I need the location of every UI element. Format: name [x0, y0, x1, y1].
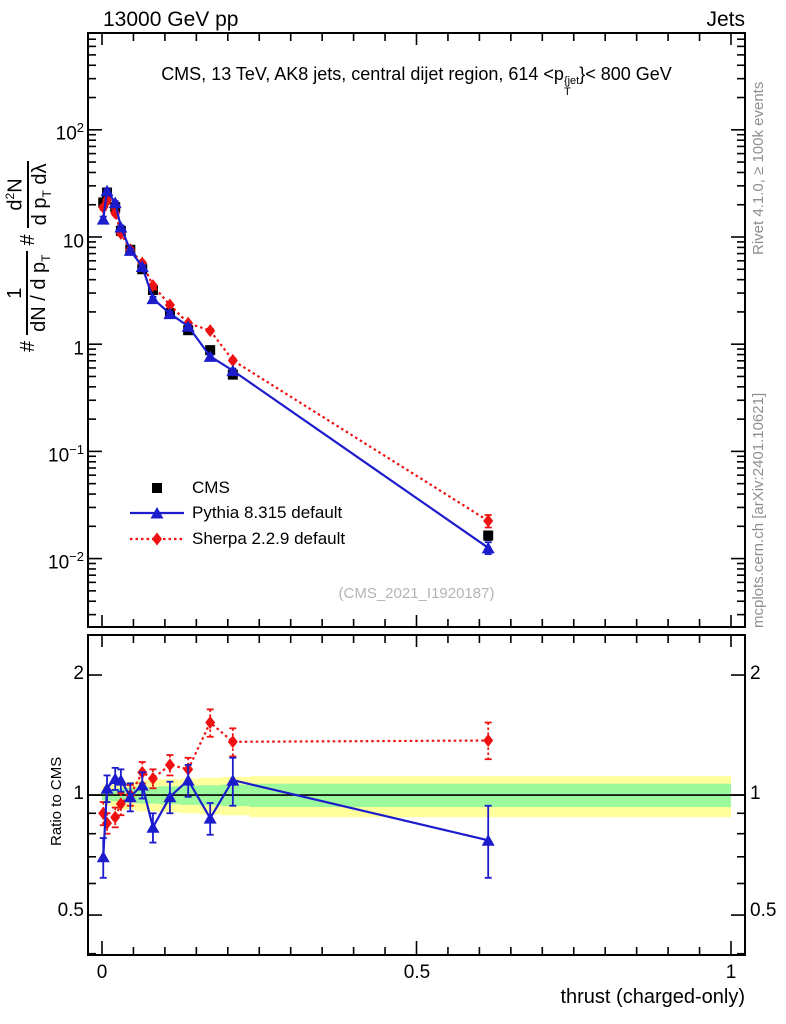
x-axis-title: thrust (charged-only): [560, 986, 745, 1008]
ytick-1e-2: 10−2: [48, 549, 84, 574]
legend-label-pythia: Pythia 8.315 default: [192, 503, 343, 522]
xtick-05: 0.5: [403, 962, 431, 983]
ratio-ytick-right-2: 2: [750, 663, 761, 684]
ratio-ytick-left-1: 1: [73, 783, 84, 804]
legend-label-cms: CMS: [192, 478, 230, 497]
y-axis-title-frac2: d2N d pT dλ: [3, 160, 54, 229]
ratio-ytick-right-05: 0.5: [750, 900, 777, 921]
y-axis-title: # 1 dN / d pT # d2N d pT dλ: [3, 160, 54, 352]
ratio-ytick-left-2: 2: [73, 663, 84, 684]
process-label: Jets: [706, 8, 745, 31]
ytick-1e1: 10: [62, 231, 84, 253]
plot-title-sup: {jet: [563, 74, 580, 87]
y-axis-title-hash1: #: [17, 340, 40, 352]
rivet-version-note: Rivet 4.1.0, ≥ 100k events: [750, 81, 767, 255]
plot-title-supsub: {jet T: [563, 74, 580, 98]
plot-title-pre: CMS, 13 TeV, AK8 jets, central dijet reg…: [161, 64, 564, 84]
legend-label-sherpa: Sherpa 2.2.9 default: [192, 529, 346, 548]
plot-title: CMS, 13 TeV, AK8 jets, central dijet reg…: [88, 64, 745, 98]
y-axis-title-frac1: 1 dN / d pT: [4, 251, 53, 335]
ytick-1e2: 102: [55, 120, 84, 145]
beam-energy-label: 13000 GeV pp: [103, 8, 239, 31]
plot-title-sub: T: [563, 85, 571, 98]
xtick-0: 0: [96, 962, 108, 983]
analysis-watermark: (CMS_2021_I1920187): [338, 585, 495, 602]
plot-title-post: }< 800 GeV: [579, 64, 672, 84]
y-axis-title-hash2: #: [17, 234, 40, 246]
ytick-1: 1: [73, 338, 84, 360]
mcplots-arxiv-note: mcplots.cern.ch [arXiv:2401.10621]: [750, 392, 767, 628]
ratio-ytick-right-1: 1: [750, 783, 761, 804]
ytick-1e-1: 10−1: [48, 442, 84, 467]
xtick-1: 1: [725, 962, 737, 983]
ratio-ytick-left-05: 0.5: [57, 900, 84, 921]
ratio-y-axis-title: Ratio to CMS: [48, 756, 65, 846]
